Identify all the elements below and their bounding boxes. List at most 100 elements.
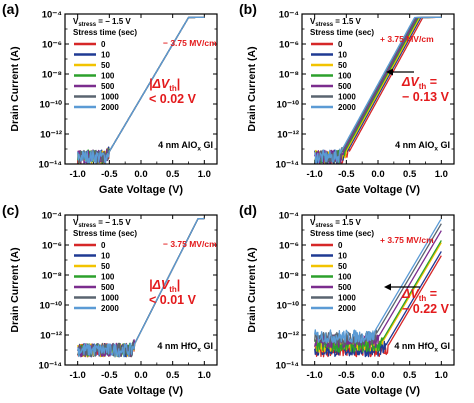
plot-frame (301, 214, 455, 366)
x-tick-label: -0.5 (338, 370, 355, 381)
vstress-label: Vstress = 1.5 V (310, 218, 361, 229)
x-tick-label: -0.5 (101, 169, 118, 180)
series-line-10 (314, 251, 442, 358)
x-tick-label: 0.5 (166, 370, 180, 381)
delta-vth-subscript: th (169, 84, 177, 93)
x-tick-label: 0.5 (403, 370, 417, 381)
device-subscript: x (197, 146, 201, 153)
vstress-subscript: stress (315, 223, 333, 229)
device-material: 4 nm AlO (158, 140, 197, 150)
x-tick-label: 1.0 (198, 370, 211, 381)
y-tick-label: 10⁻⁶ (279, 40, 299, 51)
device-material: 4 nm HfO (157, 341, 197, 351)
delta-vth-close: | (177, 77, 181, 91)
legend-entry: 50 (338, 61, 347, 70)
y-tick-label: 10⁻⁴ (279, 211, 300, 222)
x-tick-label: 1.0 (435, 370, 448, 381)
legend-entry: 500 (101, 82, 115, 91)
y-tick-label: 10⁻¹⁴ (276, 160, 300, 171)
y-tick-label: 10⁻⁴ (42, 211, 63, 222)
delta-vth-symbol: ΔV (401, 75, 420, 89)
device-label: 4 nm HfOx GI (157, 341, 213, 354)
y-tick-label: 10⁻¹⁰ (39, 100, 62, 111)
device-subscript: x (197, 347, 201, 354)
x-axis-label: Gate Voltage (V) (99, 184, 183, 196)
field-annotation: + 3.75 MV/cm (380, 34, 434, 44)
x-axis-label: Gate Voltage (V) (99, 385, 183, 397)
legend-entry: 1000 (338, 294, 356, 303)
y-tick-label: 10⁻⁸ (42, 70, 62, 81)
vstress-subscript: stress (78, 22, 96, 28)
legend-entry: 2000 (101, 103, 119, 112)
vstress-symbol: V (310, 218, 316, 227)
delta-vth-subscript: th (419, 294, 427, 303)
vstress-label: Vstress = 1.5 V (310, 17, 361, 28)
device-suffix: GI (201, 140, 213, 150)
delta-vth-label: ΔVth = (401, 287, 437, 303)
x-tick-label: -0.5 (338, 169, 355, 180)
device-suffix: GI (438, 140, 450, 150)
chart-panel-1: (a) Drain Current (A) Gate Voltage (V) 10⁻¹… (2, 1, 218, 196)
series-line-2000 (314, 219, 442, 344)
delta-vth-value: − 0.22 V (402, 302, 450, 316)
legend-entry: 0 (101, 40, 106, 49)
x-tick-label: 0.0 (371, 370, 384, 381)
legend-entry: 2000 (338, 103, 356, 112)
series-line-100 (314, 240, 442, 353)
y-tick-label: 10⁻¹² (277, 130, 299, 141)
y-tick-label: 10⁻¹⁴ (39, 361, 63, 372)
legend-entry: 100 (101, 273, 115, 282)
y-tick-label: 10⁻¹⁰ (276, 301, 299, 312)
device-suffix: GI (201, 341, 213, 351)
field-annotation: − 3.75 MV/cm (163, 239, 217, 249)
device-subscript: x (434, 146, 438, 153)
y-tick-label: 10⁻⁶ (42, 40, 62, 51)
delta-vth-label: ΔVth = (401, 75, 437, 91)
device-subscript: x (434, 347, 438, 354)
panel-label: (d) (239, 202, 257, 218)
x-tick-label: -1.0 (306, 169, 322, 180)
legend-entry: 1000 (338, 93, 356, 102)
vstress-subscript: stress (315, 22, 333, 28)
device-label: 4 nm HfOx GI (394, 341, 450, 354)
series-group (314, 16, 442, 164)
y-tick-label: 10⁻¹² (40, 130, 62, 141)
x-axis-label: Gate Voltage (V) (336, 184, 420, 196)
legend-entry: 100 (338, 273, 352, 282)
device-material: 4 nm AlO (395, 140, 434, 150)
y-axis-label: Drain Current (A) (246, 247, 258, 332)
chart-panel-4: (d) Drain Current (A) Gate Voltage (V) 10⁻¹… (239, 202, 455, 397)
x-tick-label: 1.0 (435, 169, 448, 180)
vstress-label: Vstress = − 1.5 V (73, 218, 131, 229)
x-axis-label: Gate Voltage (V) (336, 385, 420, 397)
legend-entry: 50 (101, 262, 110, 271)
delta-vth-value: < 0.02 V (149, 92, 197, 106)
y-tick-label: 10⁻⁸ (279, 70, 299, 81)
vstress-subscript: stress (78, 223, 96, 229)
vstress-value: = − 1.5 V (96, 17, 131, 26)
device-label: 4 nm AlOx GI (395, 140, 450, 153)
legend-entry: 100 (101, 72, 115, 81)
x-tick-label: 1.0 (198, 169, 211, 180)
delta-vth-symbol: |ΔV (149, 278, 171, 292)
x-tick-label: -1.0 (69, 370, 85, 381)
shift-arrow-head (384, 283, 391, 291)
vstress-value: = 1.5 V (333, 218, 361, 227)
legend-entry: 1000 (101, 93, 119, 102)
device-material: 4 nm HfO (394, 341, 434, 351)
legend-entry: 2000 (101, 304, 119, 313)
y-tick-label: 10⁻¹⁴ (276, 361, 300, 372)
legend-entry: 2000 (338, 304, 356, 313)
y-axis-label: Drain Current (A) (9, 46, 21, 131)
y-tick-label: 10⁻¹² (277, 331, 299, 342)
x-tick-label: -1.0 (306, 370, 322, 381)
device-label: 4 nm AlOx GI (158, 140, 213, 153)
vstress-symbol: V (310, 17, 316, 26)
legend-entry: 100 (338, 72, 352, 81)
x-tick-label: -0.5 (101, 370, 118, 381)
vstress-label: Vstress = − 1.5 V (73, 17, 131, 28)
legend-entry: 500 (338, 283, 352, 292)
x-tick-label: 0.0 (134, 169, 147, 180)
series-group (314, 219, 442, 358)
